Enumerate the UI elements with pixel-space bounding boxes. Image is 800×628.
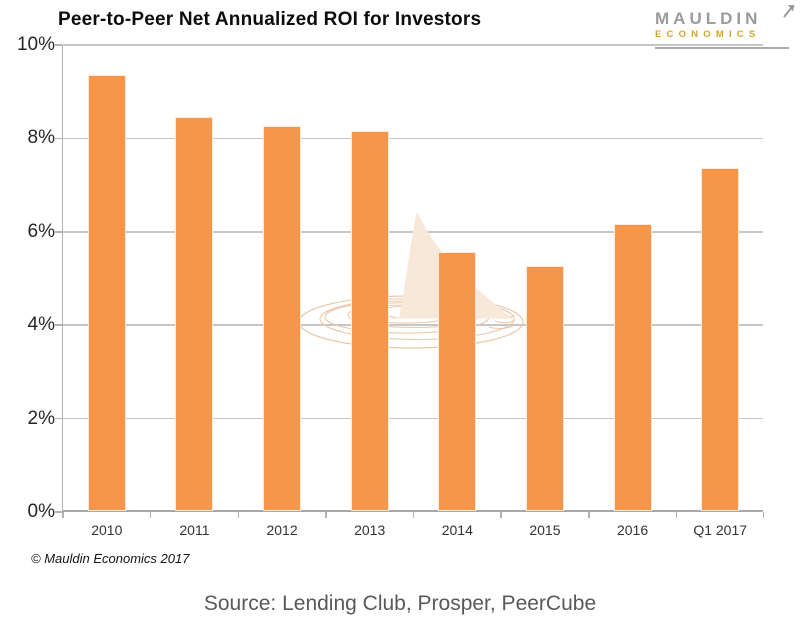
x-tick-label: 2011 (179, 522, 210, 538)
gridline (63, 44, 763, 46)
y-axis-tick (55, 137, 62, 140)
logo-wordmark: MAULDIN (655, 5, 795, 28)
bar-2010 (88, 75, 125, 510)
logo-arrow-icon (783, 5, 795, 18)
x-axis-tick (675, 512, 678, 518)
bar-2013 (351, 131, 388, 510)
y-tick-label: 6% (27, 220, 55, 242)
y-tick-label: 2% (27, 407, 55, 429)
x-axis-tick (62, 512, 64, 518)
logo-divider (655, 47, 789, 49)
logo-text-economics: ECONOMICS (655, 29, 761, 40)
x-tick-label: 2013 (354, 522, 386, 538)
plot-area: 0% 2% 4% 6% 8% 10% 2010 2011 2012 2013 2014 2015 201… (17, 34, 764, 538)
x-tick-label: 2010 (91, 522, 123, 538)
logo-text-mauldin: MAULDIN (655, 9, 762, 28)
x-axis-tick (588, 512, 590, 518)
bar-2011 (176, 117, 213, 510)
y-axis-tick (55, 417, 62, 420)
x-tick-label: 2012 (266, 522, 298, 538)
mauldin-economics-logo: MAULDIN ECONOMICS (655, 5, 795, 49)
x-tick-label: 2014 (441, 522, 473, 538)
y-axis-tick (55, 44, 62, 46)
bar-2014 (439, 253, 476, 510)
bar-2016 (614, 225, 651, 510)
gridline (63, 417, 763, 420)
y-axis-tick (55, 231, 62, 233)
x-axis-tick (237, 512, 239, 518)
copyright-note: © Mauldin Economics 2017 (31, 551, 190, 566)
x-tick-label: Q1 2017 (693, 522, 748, 538)
gridline (63, 324, 763, 326)
chart-title: Peer-to-Peer Net Annualized ROI for Inve… (58, 9, 482, 30)
x-axis-tick (325, 512, 327, 518)
y-tick-label: 8% (27, 127, 55, 149)
x-axis-tick (762, 512, 764, 518)
x-axis-tick (149, 512, 152, 518)
y-axis-tick (55, 511, 62, 513)
y-tick-label: 10% (16, 34, 55, 55)
source-caption: Source: Lending Club, Prosper, PeerCube (203, 592, 597, 615)
gridline (63, 137, 763, 140)
bar-2015 (526, 267, 563, 510)
bar-q1-2017 (702, 169, 739, 510)
y-axis-tick (55, 324, 62, 326)
x-axis-tick (412, 512, 415, 518)
x-tick-label: 2015 (529, 522, 561, 538)
y-tick-label: 4% (27, 314, 55, 336)
y-tick-label: 0% (27, 501, 55, 522)
x-axis-tick (500, 512, 502, 518)
bar-2012 (264, 127, 301, 510)
x-tick-label: 2016 (616, 522, 649, 538)
chart-area: 0% 2% 4% 6% 8% 10% 2010 2011 2012 2013 2014 2015 201… (17, 34, 764, 538)
